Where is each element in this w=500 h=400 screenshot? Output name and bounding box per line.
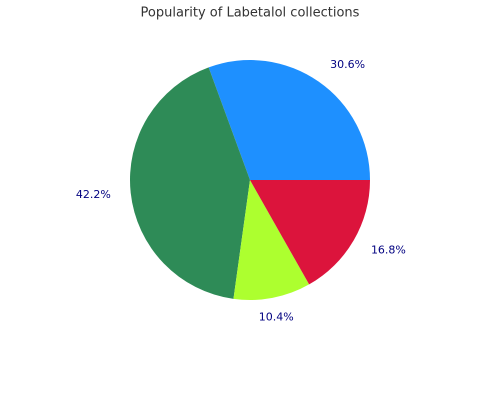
pie-slice [208, 60, 370, 180]
value-label: 30.6% [330, 58, 365, 71]
chart-title: Popularity of Labetalol collections [141, 6, 360, 21]
value-label: 16.8% [371, 244, 406, 257]
pie-slice [233, 180, 310, 300]
pie-slice [250, 180, 370, 285]
value-label: 10.4% [259, 311, 294, 324]
value-label: 42.2% [76, 188, 111, 201]
pie-slice [129, 67, 250, 299]
